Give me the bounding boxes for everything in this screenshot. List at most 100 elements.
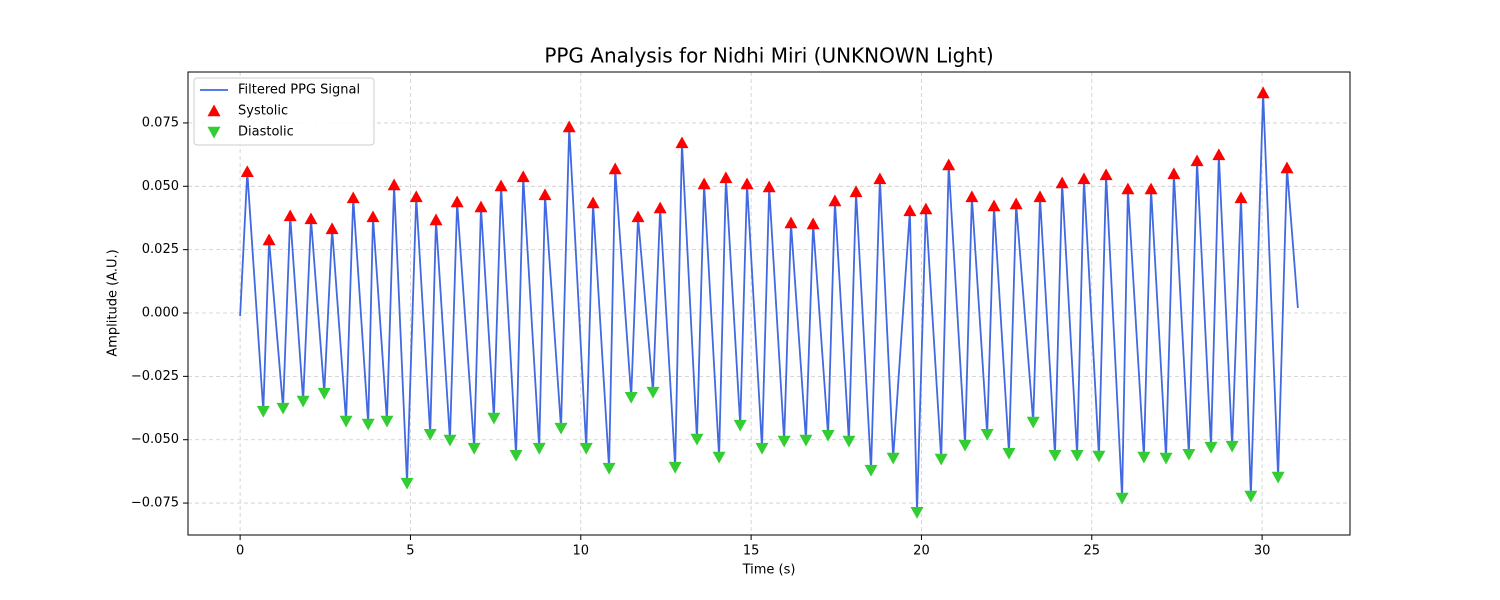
diastolic-marker: [443, 434, 457, 447]
legend-swatch: [207, 126, 221, 139]
diastolic-marker: [958, 439, 972, 452]
diastolic-marker: [1159, 452, 1173, 465]
diastolic-marker: [296, 395, 310, 408]
systolic-marker: [1009, 197, 1023, 210]
systolic-marker: [494, 179, 508, 192]
systolic-marker: [919, 202, 933, 215]
diastolic-marker: [980, 428, 994, 441]
systolic-marker: [346, 191, 360, 204]
systolic-marker: [325, 222, 339, 235]
systolic-marker: [1256, 86, 1270, 99]
systolic-marker: [1190, 154, 1204, 167]
y-tick-label: −0.025: [131, 369, 179, 384]
x-tick-label: 30: [1254, 544, 1271, 559]
legend-label: Diastolic: [238, 125, 294, 140]
x-tick-label: 15: [743, 544, 760, 559]
systolic-marker: [1212, 148, 1226, 161]
diastolic-marker: [1048, 449, 1062, 462]
systolic-marker: [1099, 168, 1113, 181]
systolic-marker: [1167, 167, 1181, 180]
diastolic-marker: [1002, 447, 1016, 460]
diastolic-marker: [509, 449, 523, 462]
diastolic-marker: [380, 415, 394, 428]
y-tick-label: −0.075: [131, 496, 179, 511]
systolic-marker: [562, 120, 576, 133]
diastolic-marker: [361, 418, 375, 431]
legend-label: Filtered PPG Signal: [238, 83, 360, 98]
diastolic-marker: [1204, 441, 1218, 454]
diastolic-marker: [1070, 449, 1084, 462]
x-axis-label: Time (s): [742, 563, 796, 578]
systolic-marker: [903, 204, 917, 217]
diastolic-marker: [842, 435, 856, 448]
diastolic-marker: [602, 462, 616, 475]
legend-swatch: [207, 104, 221, 117]
systolic-marker: [784, 216, 798, 229]
systolic-marker: [240, 165, 254, 178]
diastolic-marker: [1182, 448, 1196, 461]
systolic-marker: [1280, 161, 1294, 174]
systolic-marker: [1077, 172, 1091, 185]
systolic-marker: [608, 162, 622, 175]
diastolic-marker: [799, 434, 813, 447]
systolic-marker: [719, 171, 733, 184]
diastolic-marker: [339, 415, 353, 428]
x-tick-label: 20: [913, 544, 930, 559]
diastolic-marker: [646, 386, 660, 399]
diastolic-marker: [256, 405, 270, 418]
x-tick-label: 5: [406, 544, 414, 559]
diastolic-marker: [886, 452, 900, 465]
systolic-marker: [987, 199, 1001, 212]
systolic-marker: [1121, 182, 1135, 195]
systolic-marker: [304, 212, 318, 225]
systolic-marker: [474, 200, 488, 213]
diastolic-marker: [864, 464, 878, 477]
diastolic-marker: [1092, 450, 1106, 463]
y-tick-label: −0.050: [131, 432, 179, 447]
systolic-marker: [450, 195, 464, 208]
systolic-marker: [631, 210, 645, 223]
systolic-marker: [1234, 191, 1248, 204]
systolic-marker: [675, 136, 689, 149]
diastolic-marker: [1271, 471, 1285, 484]
systolic-marker: [516, 170, 530, 183]
systolic-marker: [586, 196, 600, 209]
x-tick-label: 10: [573, 544, 590, 559]
diastolic-marker: [400, 477, 414, 490]
x-tick-label: 25: [1084, 544, 1101, 559]
diastolic-marker: [755, 442, 769, 455]
y-tick-label: 0.000: [142, 306, 179, 321]
systolic-marker: [538, 188, 552, 201]
diastolic-marker: [1225, 440, 1239, 453]
systolic-marker: [828, 194, 842, 207]
diastolic-marker: [423, 428, 437, 441]
plot-frame: [187, 71, 1351, 536]
diastolic-marker: [1244, 490, 1258, 503]
systolic-marker: [262, 233, 276, 246]
diastolic-marker: [317, 387, 331, 400]
diastolic-marker: [821, 429, 835, 442]
y-tick-label: 0.025: [142, 242, 179, 257]
systolic-marker: [762, 180, 776, 193]
systolic-marker: [697, 177, 711, 190]
systolic-marker: [1033, 190, 1047, 203]
systolic-marker: [740, 177, 754, 190]
systolic-marker: [1055, 176, 1069, 189]
y-tick-label: 0.050: [142, 179, 179, 194]
diastolic-marker: [579, 442, 593, 455]
diastolic-marker: [910, 506, 924, 519]
diastolic-marker: [624, 391, 638, 404]
legend-label: Systolic: [238, 104, 288, 119]
diastolic-marker: [668, 461, 682, 474]
systolic-marker: [942, 158, 956, 171]
diastolic-marker: [532, 442, 546, 455]
diastolic-marker: [467, 442, 481, 455]
diastolic-marker: [1026, 416, 1040, 429]
diastolic-marker: [276, 402, 290, 415]
diastolic-marker: [554, 422, 568, 435]
systolic-marker: [965, 190, 979, 203]
diastolic-marker: [777, 435, 791, 448]
systolic-marker: [409, 190, 423, 203]
diastolic-marker: [1137, 451, 1151, 464]
